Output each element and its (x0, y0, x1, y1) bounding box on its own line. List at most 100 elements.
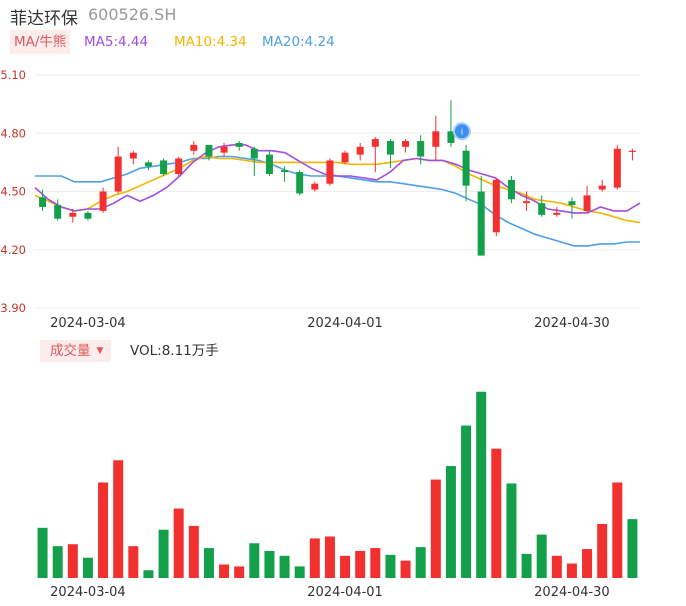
volume-bar (627, 519, 638, 578)
candle (538, 195, 546, 217)
candle (523, 191, 531, 211)
candle (432, 115, 440, 161)
candle-body (296, 172, 304, 194)
volume-bar (385, 554, 396, 578)
y-tick-label: 3.90 (0, 301, 26, 315)
volume-bar (234, 566, 245, 578)
candle (99, 187, 107, 213)
candle-body (54, 205, 62, 219)
candle (371, 137, 379, 173)
volume-x-tick-label: 2024-03-04 (50, 585, 126, 600)
caret-down-icon: ▼ (96, 346, 104, 356)
candle (296, 170, 304, 196)
volume-x-tick-label: 2024-04-01 (307, 585, 383, 600)
volume-bar (82, 557, 93, 578)
candle-body (250, 148, 258, 159)
candle-body (341, 152, 349, 163)
volume-bar (173, 508, 184, 578)
volume-bar (476, 391, 487, 578)
candle (402, 139, 410, 153)
volume-bar (340, 555, 351, 578)
ma5-value: MA5:4.44 (84, 34, 149, 50)
candle-body (190, 144, 198, 151)
volume-bar (309, 538, 320, 578)
candle-body (326, 160, 334, 184)
volume-value: VOL:8.11万手 (130, 343, 219, 359)
candle (190, 141, 198, 155)
candle (598, 179, 606, 192)
volume-bar (566, 563, 577, 578)
y-tick-label: 4.80 (0, 126, 26, 140)
volume-bar (279, 555, 290, 578)
candle-body (311, 183, 319, 190)
candle (341, 150, 349, 165)
kline-chart[interactable]: 5.10 4.80 4.50 4.20 3.90 2024-03-04 2024-04-01… (0, 0, 686, 340)
candle-body (144, 162, 152, 167)
candle (386, 139, 394, 169)
volume-bar (128, 546, 139, 578)
candle-body (613, 148, 621, 188)
candle (175, 156, 183, 176)
y-tick-label: 5.10 (0, 68, 26, 82)
candle (477, 175, 485, 256)
candle-body (235, 142, 243, 147)
volume-bar (203, 548, 214, 578)
volume-bar (264, 550, 275, 578)
volume-bar (188, 525, 199, 578)
y-tick-label: 4.50 (0, 185, 26, 199)
candle-body (477, 191, 485, 256)
ma10-line (34, 155, 641, 224)
candle (462, 144, 470, 202)
volume-bar (113, 460, 124, 578)
volume-bar (445, 466, 456, 578)
volume-bar (219, 564, 230, 578)
candle-body (129, 152, 137, 159)
candle-body (553, 212, 561, 215)
candle-body (205, 144, 213, 157)
candle (39, 189, 47, 211)
volume-bar (536, 534, 547, 578)
ma5-line (34, 144, 641, 214)
y-tick-label: 4.20 (0, 243, 26, 257)
candle-body (447, 131, 455, 143)
candle (235, 141, 243, 151)
ma20-value: MA20:4.24 (262, 34, 335, 50)
volume-bar (67, 544, 78, 578)
candle-body (568, 201, 576, 206)
volume-bar (430, 479, 441, 578)
candle-body (538, 203, 546, 215)
volume-bar (158, 529, 169, 578)
candle-body (175, 158, 183, 175)
candle-body (84, 212, 92, 219)
volume-bar (143, 570, 154, 578)
volume-bar (37, 527, 48, 578)
candle (356, 142, 364, 161)
volume-bar (400, 560, 411, 578)
volume-bar (491, 448, 502, 578)
stock-code: 600526.SH (88, 5, 177, 24)
x-tick-label: 2024-04-01 (307, 316, 383, 331)
candle (492, 177, 500, 237)
candle-body (492, 179, 500, 233)
ma-indicator-toggle[interactable]: MA/牛熊 (10, 30, 71, 54)
candle (311, 181, 319, 192)
candle (84, 210, 92, 221)
x-tick-label: 2024-04-30 (534, 316, 610, 331)
candle-body (99, 191, 107, 211)
info-bubble-icon: i (452, 122, 471, 141)
volume-bar (98, 482, 109, 578)
volume-bar (597, 523, 608, 578)
candle (265, 150, 273, 176)
ma10-value: MA10:4.34 (174, 34, 247, 50)
volume-bar (249, 543, 260, 578)
candle-body (356, 146, 364, 155)
candle (144, 160, 152, 171)
ma-legend-bar: MA/牛熊 MA5:4.44 MA10:4.34 MA20:4.24 (10, 30, 530, 54)
candle (568, 197, 576, 219)
volume-indicator-toggle[interactable]: 成交量 ▼ (40, 340, 112, 362)
candle-body (114, 156, 122, 192)
volume-x-tick-label: 2024-04-30 (534, 585, 610, 600)
info-bubble-circle (452, 122, 471, 141)
candle-body (402, 141, 410, 147)
candle-body (386, 141, 394, 155)
